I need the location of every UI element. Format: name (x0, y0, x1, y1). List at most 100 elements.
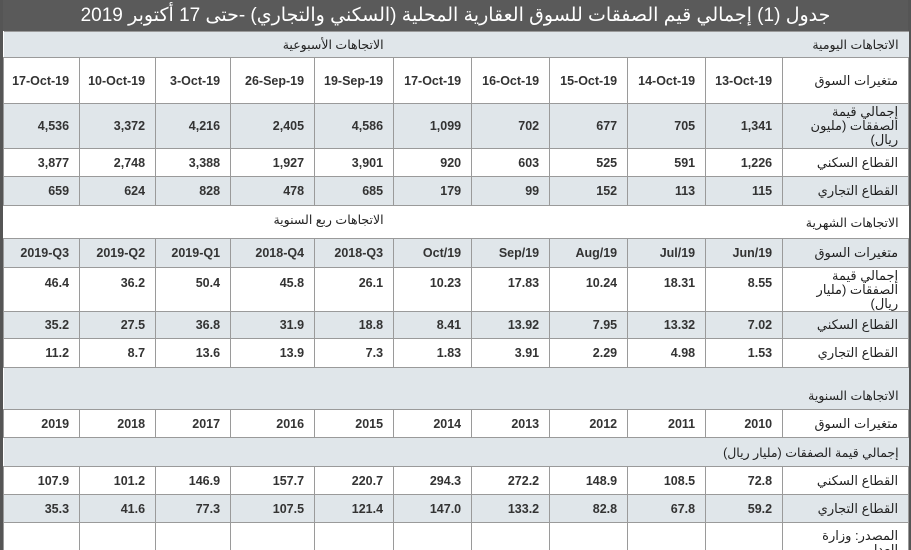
table-cell: 828 (155, 176, 232, 206)
empty-cell (393, 522, 473, 550)
table-cell: 294.3 (393, 466, 473, 495)
table-cell: 525 (549, 148, 629, 177)
empty-cell (155, 522, 232, 550)
table-cell: 7.02 (705, 311, 784, 339)
table-cell: 35.2 (2, 311, 81, 339)
table-cell: 1,341 (705, 103, 784, 149)
column-header: 2016 (230, 409, 316, 438)
table-cell: 4.98 (627, 338, 707, 368)
table-cell: 45.8 (230, 267, 316, 312)
table-cell: 107.5 (230, 494, 316, 523)
table-cell: 72.8 (705, 466, 784, 495)
column-header: 2012 (549, 409, 629, 438)
column-header: 3-Oct-19 (155, 57, 232, 104)
column-header: 17-Oct-19 (393, 57, 473, 104)
table-cell: 2,748 (79, 148, 157, 177)
row-label: إجمالي قيمة الصفقات (مليون ريال) (782, 103, 910, 149)
table-cell: 920 (393, 148, 473, 177)
column-header: 15-Oct-19 (549, 57, 629, 104)
row-label: القطاع السكني (782, 148, 910, 177)
table-cell: 685 (314, 176, 395, 206)
empty-cell (705, 522, 784, 550)
table-row: إجمالي قيمة الصفقات (مليار ريال) 8.55 18… (2, 267, 910, 312)
table-cell: 3,372 (79, 103, 157, 149)
section-monthly-label: الاتجاهات الشهرية (393, 205, 909, 239)
table-cell: 2,405 (230, 103, 316, 149)
table-cell: 3,877 (2, 148, 81, 177)
empty-cell (549, 522, 629, 550)
column-header: 2010 (705, 409, 784, 438)
table-cell: 624 (79, 176, 157, 206)
table-cell: 50.4 (155, 267, 232, 312)
table-cell: 272.2 (471, 466, 551, 495)
row-label-line2: الصفقات (مليون ريال) (810, 118, 899, 147)
table-cell: 1,927 (230, 148, 316, 177)
table-cell: 133.2 (471, 494, 551, 523)
table-cell: 10.23 (393, 267, 473, 312)
empty-cell (2, 522, 81, 550)
table-cell: 4,216 (155, 103, 232, 149)
table-row: القطاع السكني 7.02 13.32 7.95 13.92 8.41… (2, 311, 910, 339)
source-row: المصدر: وزارة العدل (2, 522, 910, 550)
table-cell: 77.3 (155, 494, 232, 523)
section-header-row: الاتجاهات السنوية (3, 367, 909, 410)
column-header: 2014 (393, 409, 473, 438)
row-label: متغيرات السوق (782, 409, 910, 438)
section-daily-label: الاتجاهات اليومية (393, 31, 909, 58)
table-cell: 18.8 (314, 311, 395, 339)
table-cell: 147.0 (393, 494, 473, 523)
column-header: Jul/19 (627, 238, 707, 268)
row-label-line1: إجمالي قيمة (831, 104, 899, 119)
section-annual-label: الاتجاهات السنوية (3, 367, 909, 410)
column-header: 2019-Q2 (79, 238, 157, 268)
column-header: 2019 (2, 409, 81, 438)
column-header: 16-Oct-19 (471, 57, 551, 104)
column-header: 10-Oct-19 (79, 57, 157, 104)
row-label: القطاع التجاري (782, 176, 910, 206)
column-header: 2018-Q3 (314, 238, 395, 268)
column-header: 2018-Q4 (230, 238, 316, 268)
table-cell: 13.32 (627, 311, 707, 339)
table-row: القطاع السكني 72.8 108.5 148.9 272.2 294… (2, 466, 910, 495)
table-cell: 36.2 (79, 267, 157, 312)
subheader-row: إجمالي قيمة الصفقات (مليار ريال) (3, 437, 909, 467)
column-header: 2011 (627, 409, 707, 438)
table-cell: 179 (393, 176, 473, 206)
table-cell: 13.9 (230, 338, 316, 368)
table-cell: 13.92 (471, 311, 551, 339)
data-table: الاتجاهات اليومية الاتجاهات الأسبوعية مت… (2, 31, 910, 550)
table-cell: 1,099 (393, 103, 473, 149)
table-cell: 7.3 (314, 338, 395, 368)
table-cell: 1.83 (393, 338, 473, 368)
column-header: 19-Sep-19 (314, 57, 395, 104)
column-header: 2015 (314, 409, 395, 438)
column-header: 2018 (79, 409, 157, 438)
table-cell: 157.7 (230, 466, 316, 495)
section-header-row: الاتجاهات اليومية الاتجاهات الأسبوعية (3, 31, 909, 58)
column-header: 14-Oct-19 (627, 57, 707, 104)
table-cell: 121.4 (314, 494, 395, 523)
table-row: القطاع التجاري 59.2 67.8 82.8 133.2 147.… (2, 494, 910, 523)
table-cell: 148.9 (549, 466, 629, 495)
column-header: 17-Oct-19 (2, 57, 81, 104)
table-row: القطاع التجاري 115 113 152 99 179 685 47… (2, 176, 910, 206)
empty-cell (79, 522, 157, 550)
row-label: متغيرات السوق (782, 238, 910, 268)
row-label: القطاع السكني (782, 466, 910, 495)
column-header: 26-Sep-19 (230, 57, 316, 104)
table-cell: 27.5 (79, 311, 157, 339)
column-header: Jun/19 (705, 238, 784, 268)
table-cell: 67.8 (627, 494, 707, 523)
section-header-row: الاتجاهات الشهرية الاتجاهات ربع السنوية (3, 205, 909, 239)
table-cell: 17.83 (471, 267, 551, 312)
table-cell: 3.91 (471, 338, 551, 368)
table-cell: 46.4 (2, 267, 81, 312)
table-cell: 8.41 (393, 311, 473, 339)
column-header: Oct/19 (393, 238, 473, 268)
table-cell: 99 (471, 176, 551, 206)
table-cell: 18.31 (627, 267, 707, 312)
row-label: القطاع التجاري (782, 494, 910, 523)
table-cell: 2.29 (549, 338, 629, 368)
table-header-row: متغيرات السوق Jun/19 Jul/19 Aug/19 Sep/1… (2, 238, 910, 268)
